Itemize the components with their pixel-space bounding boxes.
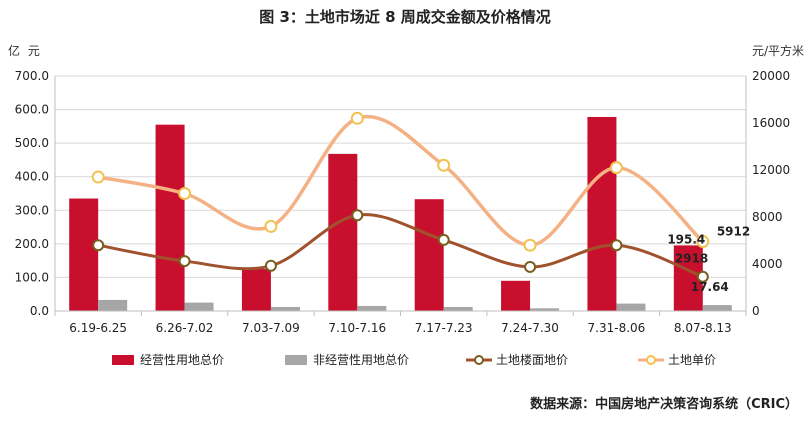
unit-price-data-label: 5912: [717, 225, 750, 239]
operating-data-label: 195.4: [667, 232, 705, 246]
right-tick-label: 0: [752, 304, 760, 318]
non-operating-bar: [702, 305, 732, 311]
line-series: [91, 111, 710, 283]
floor-price-point: [178, 255, 191, 268]
legend-label: 土地楼面地价: [496, 352, 568, 367]
legend-swatch: [285, 355, 307, 365]
floor-price-data-label: 2918: [675, 252, 708, 266]
unit-price-point: [696, 235, 710, 249]
left-tick-label: 700.0: [15, 69, 49, 83]
right-axis-unit: 元/平方米: [751, 44, 804, 58]
category-label: 8.07-8.13: [674, 321, 732, 335]
category-label: 7.17-7.23: [415, 321, 473, 335]
non-operating-bar: [616, 303, 646, 311]
operating-bar: [414, 199, 444, 311]
non-operating-bar: [443, 306, 473, 311]
floor-price-point: [610, 239, 623, 252]
right-tick-label: 20000: [752, 69, 790, 83]
operating-bar: [241, 269, 271, 311]
unit-price-point: [437, 158, 451, 172]
category-label: 7.24-7.30: [501, 321, 559, 335]
right-tick-label: 16000: [752, 116, 790, 130]
category-label: 7.31-8.06: [588, 321, 646, 335]
left-axis-unit: 亿 元: [8, 44, 42, 58]
left-tick-label: 200.0: [15, 237, 49, 251]
category-label: 6.19-6.25: [69, 321, 127, 335]
operating-bar: [587, 116, 617, 311]
legend-label: 非经营性用地总价: [313, 353, 409, 367]
legend: 经营性用地总价 非经营性用地总价 土地楼面地价 土地单价: [112, 352, 716, 367]
floor-price-line: [97, 213, 704, 279]
left-tick-label: 600.0: [15, 103, 49, 117]
non-operating-bar: [184, 302, 214, 311]
legend-label: 土地单价: [668, 353, 716, 367]
legend-swatch-marker: [474, 355, 484, 365]
category-label: 6.26-7.02: [156, 321, 214, 335]
floor-price-point: [437, 233, 450, 246]
category-label: 7.03-7.09: [242, 321, 300, 335]
right-tick-label: 4000: [752, 257, 783, 271]
unit-price-point: [609, 161, 623, 175]
left-tick-label: 400.0: [15, 170, 49, 184]
floor-price-point: [351, 209, 364, 222]
left-tick-label: 500.0: [15, 136, 49, 150]
non-operating-data-label: 17.64: [691, 280, 729, 294]
operating-bar: [155, 124, 185, 311]
non-operating-bar: [98, 299, 128, 311]
non-operating-bar: [357, 305, 387, 311]
bar-series: [69, 116, 732, 311]
floor-price-point: [92, 239, 105, 252]
axes: 0.0 100.0 200.0 300.0 400.0 500.0 600.0 700.0 0 4…: [15, 69, 791, 335]
legend-swatch: [112, 355, 134, 365]
legend-swatch-marker: [646, 355, 656, 365]
unit-price-point: [91, 170, 105, 184]
left-tick-label: 0.0: [30, 304, 49, 318]
category-label: 7.10-7.16: [328, 321, 386, 335]
left-tick-label: 300.0: [15, 203, 49, 217]
unit-price-point: [350, 111, 364, 125]
right-tick-label: 12000: [752, 163, 790, 177]
unit-price-point: [264, 219, 278, 233]
operating-bar: [328, 153, 358, 311]
floor-price-point: [264, 259, 277, 272]
unit-price-point: [178, 187, 192, 200]
operating-bar: [501, 280, 531, 311]
chart-title: 图 3：土地市场近 8 周成交金额及价格情况: [259, 8, 551, 26]
floor-price-point: [696, 270, 709, 283]
left-tick-label: 100.0: [15, 270, 49, 284]
right-tick-label: 8000: [752, 210, 783, 224]
non-operating-bar: [530, 308, 560, 311]
legend-label: 经营性用地总价: [140, 353, 224, 367]
operating-bar: [69, 198, 99, 311]
unit-price-point: [523, 238, 537, 252]
non-operating-bar: [270, 306, 300, 311]
source-note: 数据来源：中国房地产决策咨询系统（CRIC）: [530, 397, 798, 412]
data-labels: 195.4 5912 2918 17.64: [667, 225, 750, 295]
floor-price-point: [524, 260, 537, 273]
